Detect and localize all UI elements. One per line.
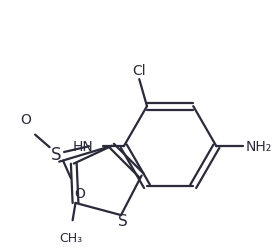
Text: Cl: Cl: [132, 63, 146, 77]
Text: S: S: [118, 213, 128, 229]
Text: HN: HN: [72, 140, 93, 154]
Text: O: O: [74, 186, 85, 200]
Text: CH₃: CH₃: [59, 231, 82, 244]
Text: NH₂: NH₂: [246, 140, 272, 154]
Text: S: S: [51, 145, 62, 163]
Text: O: O: [20, 113, 31, 127]
